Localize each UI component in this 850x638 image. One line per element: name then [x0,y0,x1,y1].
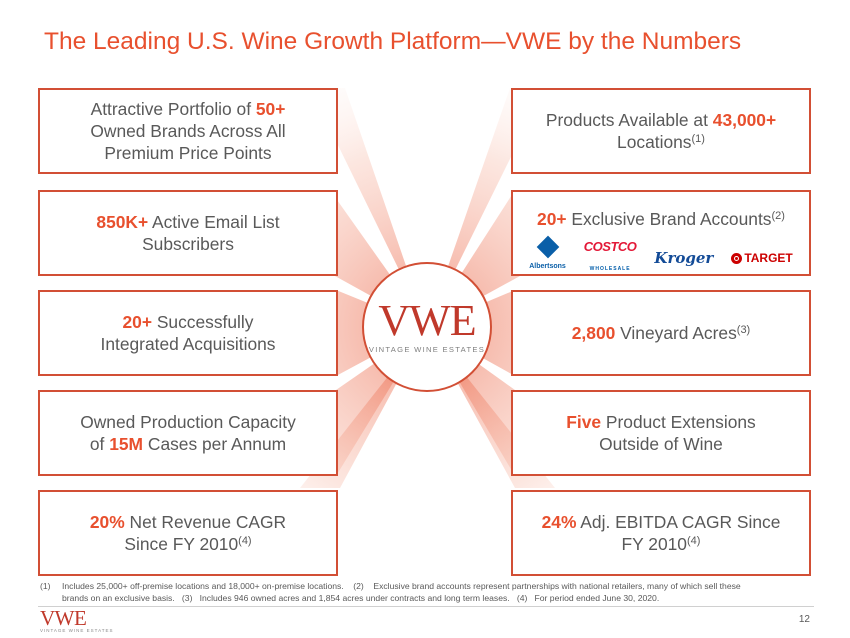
stat-box-revenue-cagr: 20% Net Revenue CAGR Since FY 2010(4) [38,490,338,576]
vwe-subtitle: VINTAGE WINE ESTATES [368,344,486,354]
stat-text: Integrated Acquisitions [100,334,276,354]
footnote-ref: (2) [771,210,785,222]
stat-text: Active Email List [148,212,280,232]
page-number: 12 [798,614,810,625]
stat-text: FY 2010 [621,534,687,554]
stat-text: Adj. EBITDA CAGR Since [576,512,781,532]
stat-box-email: 850K+ Active Email List Subscribers [38,190,338,276]
stat-highlight: 15M [109,434,144,454]
stat-box-locations: Products Available at 43,000+ Locations(… [511,88,811,174]
retailer-logos: Albertsons COSTCO WHOLESALE Kroger TARGE… [529,235,793,280]
stat-text: Products Available at [545,110,713,130]
stat-text: Premium Price Points [104,143,272,163]
footer-logo: VWE VINTAGE WINE ESTATES [40,606,114,634]
footer-wordmark: VWE [40,606,87,630]
stat-highlight: 20% [89,512,125,532]
footnotes: (1) Includes 25,000+ off-premise location… [40,581,741,603]
stat-highlight: 43,000+ [712,110,777,130]
stat-text: Owned Production Capacity [80,412,296,432]
albertsons-icon [536,235,559,258]
stat-highlight: 50+ [255,99,286,119]
stat-text: Cases per Annum [143,434,287,454]
footnote-ref: (3) [736,324,751,336]
stat-text: Vineyard Acres [615,323,737,343]
stat-highlight: 20+ [122,312,153,332]
stat-highlight: Five [566,412,602,432]
stat-text: Outside of Wine [599,434,723,454]
stat-text: Exclusive Brand Accounts [566,209,772,229]
footnote-ref: (1) [691,133,705,145]
stat-text: Owned Brands Across All [90,121,286,141]
kroger-logo: Kroger [654,249,714,267]
footer-subtitle: VINTAGE WINE ESTATES [40,628,114,633]
stat-text: of [89,434,110,454]
costco-logo: COSTCO WHOLESALE [583,239,637,272]
stat-text: Successfully [152,312,254,332]
stat-box-product-extensions: Five Product Extensions Outside of Wine [511,390,811,476]
vwe-center-logo: VWE VINTAGE WINE ESTATES [362,262,492,392]
stat-box-brand-accounts: 20+ Exclusive Brand Accounts(2) Albertso… [511,190,811,276]
stat-highlight: 24% [541,512,577,532]
stat-text: Subscribers [142,234,234,254]
stat-text: Locations [617,132,692,152]
stat-text: Product Extensions [601,412,756,432]
footnote-ref: (4) [686,535,701,547]
stat-text: Since FY 2010 [124,534,239,554]
stat-highlight: 850K+ [96,212,149,232]
albertsons-logo: Albertsons [529,235,566,278]
stat-box-acquisitions: 20+ Successfully Integrated Acquisitions [38,290,338,376]
stat-text: Net Revenue CAGR [124,512,287,532]
page-title: The Leading U.S. Wine Growth Platform—VW… [44,28,742,55]
stat-highlight: 20+ [537,209,567,229]
target-bullseye-icon [731,252,743,264]
stat-box-ebitda-cagr: 24% Adj. EBITDA CAGR Since FY 2010(4) [511,490,811,576]
stat-highlight: 2,800 [571,323,616,343]
footer-divider [38,606,814,607]
stat-box-vineyard-acres: 2,800 Vineyard Acres(3) [511,290,811,376]
footnote-ref: (4) [238,535,252,547]
stat-text: Attractive Portfolio of [90,99,256,119]
vwe-wordmark: VWE [378,295,476,345]
stat-box-brands: Attractive Portfolio of 50+ Owned Brands… [38,88,338,174]
target-logo: TARGET [731,247,793,269]
stat-box-production: Owned Production Capacity of 15M Cases p… [38,390,338,476]
